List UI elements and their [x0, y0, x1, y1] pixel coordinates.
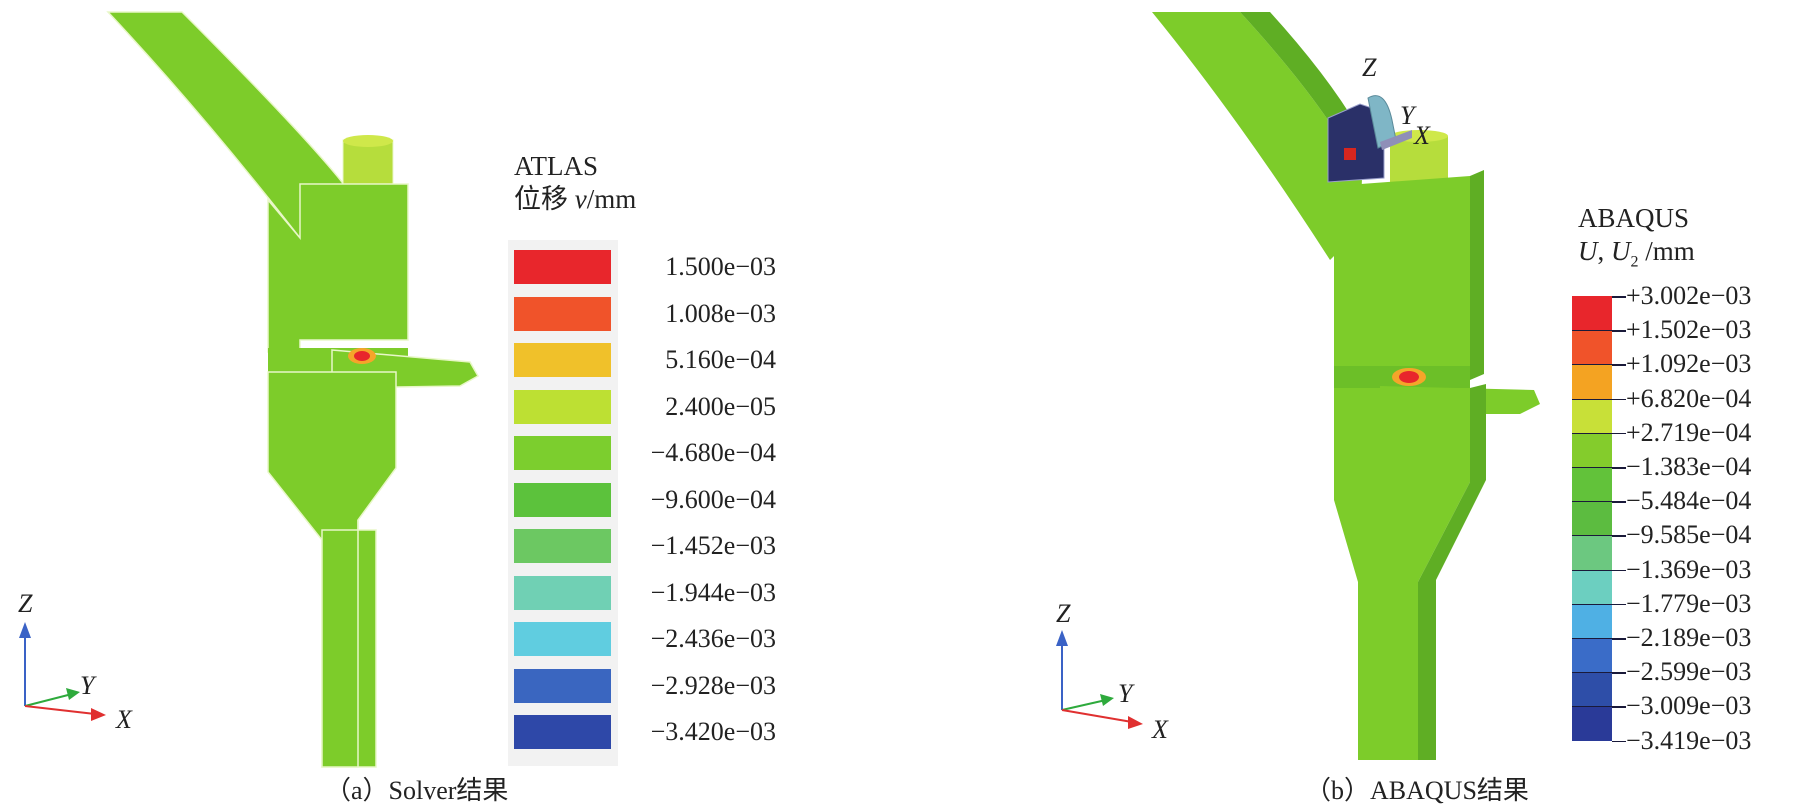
colorbar-segment: [1572, 330, 1612, 365]
legend-title-b: ABAQUS U, U2 /mm: [1578, 202, 1695, 278]
legend-value: −3.009e−03: [1626, 691, 1752, 721]
legend-swatch: [514, 436, 611, 470]
colorbar-tick: [1612, 740, 1626, 743]
legend-value: −2.928e−03: [650, 670, 776, 700]
top-cylinder: [342, 139, 394, 186]
legend-title-line2: 位移 v/mm: [514, 184, 637, 214]
colorbar-segment: [1572, 706, 1612, 741]
legend-title-line2: U, U2 /mm: [1578, 236, 1695, 271]
axis-x-label: X: [115, 705, 133, 734]
axis-triad: Z Y X: [1056, 599, 1169, 744]
legend-swatch: [514, 668, 611, 703]
colorbar-tick: [1612, 672, 1626, 674]
colorbar-segment: [1572, 672, 1612, 707]
colorbar-tick: [1612, 706, 1626, 708]
colorbar-segment: [1572, 501, 1612, 536]
legend-title-line1: ABAQUS: [1578, 203, 1690, 233]
legend-swatch: [514, 250, 611, 284]
legend-value: −2.189e−03: [1626, 623, 1752, 652]
colorbar-tick: [1612, 603, 1626, 606]
colorbar-tick: [1612, 432, 1626, 435]
upper-block: [1334, 176, 1470, 384]
axis-triad: Z Y X: [18, 589, 133, 734]
colorbar-tick: [1612, 569, 1626, 572]
curved-arm: [1152, 12, 1362, 260]
legend-value: −1.369e−03: [1626, 554, 1752, 584]
legend-value: −1.944e−03: [650, 577, 776, 607]
legend-swatch: [514, 575, 611, 610]
colorbar-tick: [1612, 330, 1626, 332]
colorbar-segment: [1572, 638, 1612, 673]
colorbar-tick: [1612, 364, 1626, 366]
axis-z-label: Z: [1056, 599, 1071, 628]
triad-z-label: Z: [1362, 53, 1377, 82]
colorbar-segment: [1572, 364, 1612, 399]
legend-swatch: [514, 296, 611, 331]
legend-swatch: [514, 622, 611, 656]
legend-value: −2.599e−03: [1626, 657, 1752, 687]
top-cylinder: [1390, 136, 1448, 186]
legend-value: −3.420e−03: [650, 717, 776, 746]
legend-value: −1.452e−03: [650, 531, 776, 560]
panel-abaqus: Z Y X Z Y X ABAQUS U, U2 /mm +3.002e−03 +…: [1000, 0, 1799, 809]
lower-shaft: [321, 529, 377, 768]
axis-z-label: Z: [18, 589, 33, 618]
axis-y-label: Y: [80, 671, 97, 700]
legend-value: +6.820e−04: [1626, 383, 1752, 413]
legend-title-line1: ATLAS: [514, 151, 599, 181]
legend-value: −2.436e−03: [650, 624, 776, 653]
colorbar-segment: [1572, 432, 1612, 467]
colorbar-segment: [1572, 296, 1612, 331]
legend-value: −1.779e−03: [1626, 588, 1752, 618]
caption-a: （a）Solver结果: [325, 776, 509, 805]
legend-value: 5.160e−04: [665, 345, 776, 374]
abaqus-model-view: Z Y X Z Y X: [1056, 12, 1540, 760]
legend-title-a: ATLAS 位移 v/mm: [514, 150, 636, 216]
legend-value: −3.419e−03: [1626, 725, 1752, 755]
legend-swatch: [514, 529, 611, 563]
legend-swatch: [514, 482, 611, 517]
legend-value: −4.680e−04: [650, 438, 776, 467]
atlas-model-view: Z Y X: [18, 11, 480, 768]
legend-swatch: [514, 343, 611, 377]
legend-value: −5.484e−04: [1626, 486, 1752, 516]
colorbar-segment: [1572, 535, 1612, 570]
legend-value: −9.585e−04: [1626, 520, 1752, 550]
legend-value: −1.383e−04: [1626, 452, 1752, 481]
caption-b: （b）ABAQUS结果: [1305, 776, 1529, 805]
legend-swatch: [514, 389, 611, 424]
colorbar-segment: [1572, 569, 1612, 604]
orientation-triad: Z Y X: [1327, 53, 1431, 183]
legend-value: +1.502e−03: [1626, 315, 1752, 345]
legend-value: 1.500e−03: [665, 252, 776, 281]
triad-x-label: X: [1413, 121, 1431, 150]
legend-value: 1.008e−03: [665, 298, 776, 328]
legend-swatch: [514, 715, 611, 749]
colorbar-tick: [1612, 535, 1626, 537]
legend-value: +3.002e−03: [1626, 281, 1752, 310]
lower-body: [1334, 388, 1470, 760]
triad-y-label: Y: [1400, 101, 1417, 130]
legend-value: +2.719e−04: [1626, 417, 1752, 447]
colorbar-tick: [1612, 638, 1626, 640]
panel-atlas: Z Y X ATLAS 位移 v/mm 1.500e−03 1.008e−03 5.…: [0, 0, 880, 809]
colorbar-tick: [1612, 398, 1626, 401]
colorbar-tick: [1612, 296, 1626, 298]
axis-y-label: Y: [1118, 679, 1135, 708]
legend-value: 2.400e−05: [665, 391, 776, 421]
colorbar-tick: [1612, 467, 1626, 469]
axis-x-label: X: [1151, 715, 1169, 744]
colorbar-tick: [1612, 501, 1626, 503]
legend-value: −9.600e−04: [650, 484, 776, 514]
colorbar-segment: [1572, 398, 1612, 433]
colorbar-segment: [1572, 603, 1612, 638]
legend-value: +1.092e−03: [1626, 349, 1752, 379]
colorbar-segment: [1572, 467, 1612, 502]
